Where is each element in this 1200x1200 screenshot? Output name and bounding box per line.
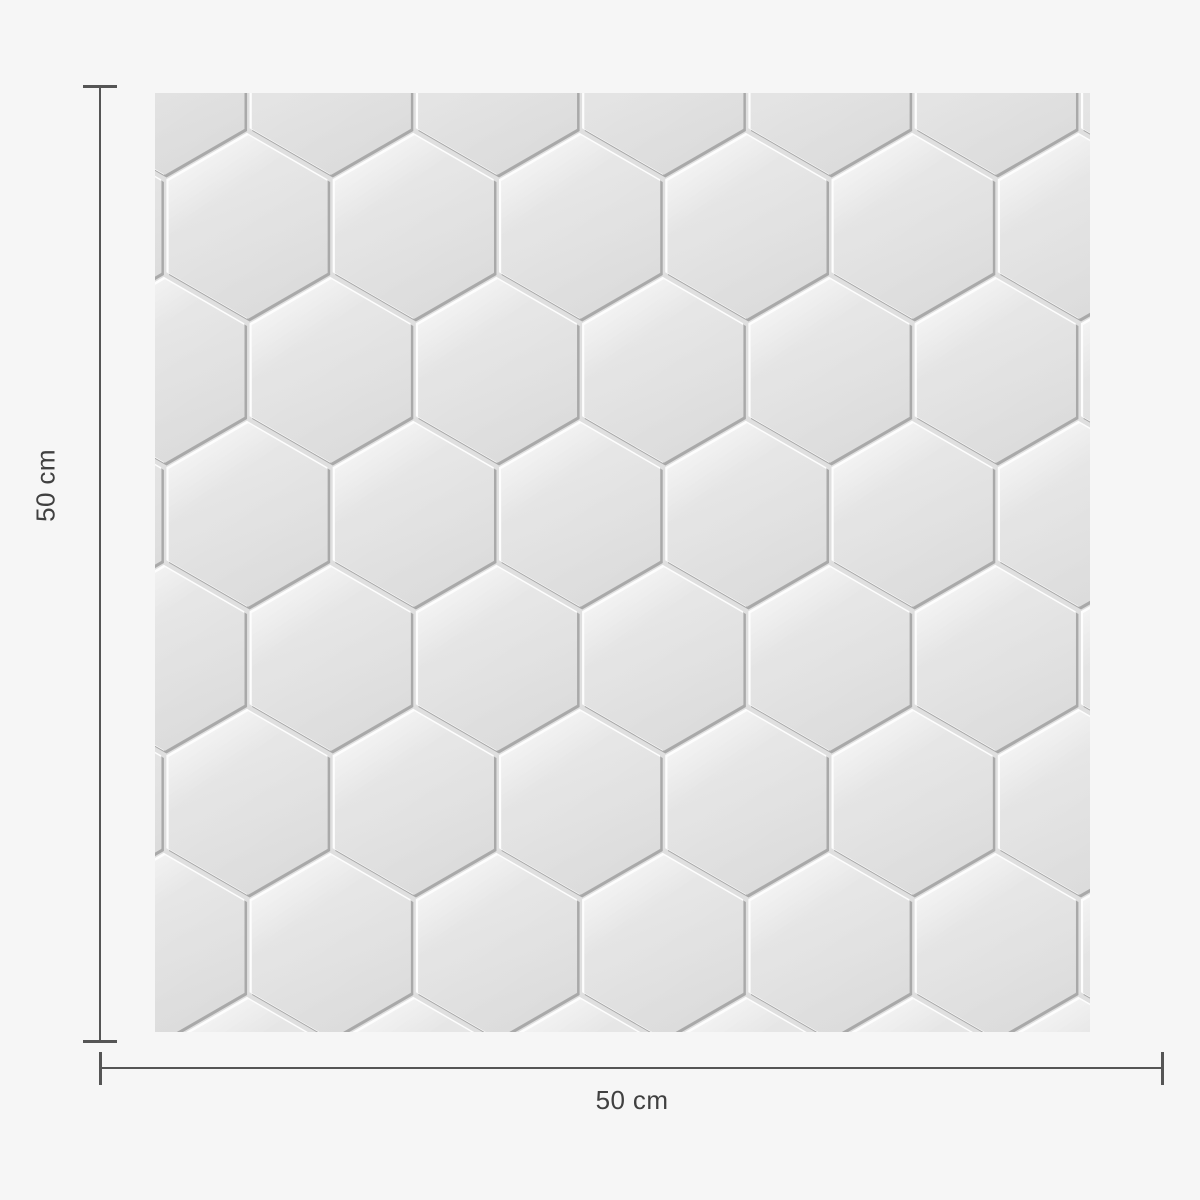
hex-tile-gloss [1000, 423, 1090, 607]
hex-tile-gloss [833, 423, 993, 607]
height-dimension-line [99, 86, 101, 1042]
hex-tile-gloss [833, 711, 993, 895]
hex-tile-gloss [501, 423, 661, 607]
hex-tile-gloss [584, 279, 744, 463]
hex-tile-gloss [334, 135, 494, 319]
hex-tile-gloss [357, 999, 472, 1032]
hex-tile-gloss [916, 855, 1076, 1032]
hex-tile-gloss [750, 855, 910, 1032]
hex-tile-gloss [168, 711, 328, 895]
hex-tile-gloss [418, 855, 578, 1032]
hex-tile-gloss [155, 465, 162, 565]
hex-tile-gloss [523, 999, 638, 1032]
hex-tile-gloss [155, 855, 245, 1032]
hex-tile-gloss [501, 711, 661, 895]
hex-tile-gloss [191, 999, 305, 1032]
hex-tile-gloss [418, 279, 578, 463]
hex-tile-gloss [1083, 897, 1090, 997]
hex-tile-gloss [334, 423, 494, 607]
hex-tile-gloss [251, 93, 411, 175]
hex-tile-gloss [750, 93, 910, 175]
hex-tile-gloss [1000, 135, 1090, 319]
hexagon-pattern-graphic [155, 93, 1090, 1032]
hex-tile-gloss [251, 279, 411, 463]
hex-tile-gloss [418, 93, 578, 175]
hex-tile-gloss [155, 279, 245, 463]
hex-tile-gloss [856, 999, 971, 1032]
hexagon-tile-image [155, 93, 1090, 1032]
hex-tile-gloss [667, 711, 827, 895]
hex-tile-gloss [833, 135, 993, 319]
hex-tile-gloss [1083, 609, 1090, 709]
hex-tile-gloss [168, 423, 328, 607]
hex-tile-gloss [168, 135, 328, 319]
hex-tile-gloss [584, 567, 744, 751]
hex-tile-gloss [501, 135, 661, 319]
hex-tile-gloss [1083, 321, 1090, 421]
hex-tile-gloss [1083, 93, 1090, 133]
height-dimension-cap-top [83, 85, 117, 88]
hex-tile-gloss [1000, 711, 1090, 895]
hex-tile-gloss [334, 711, 494, 895]
hex-tile-gloss [251, 855, 411, 1032]
width-dimension-line [100, 1067, 1164, 1069]
width-dimension-cap-right [1161, 1052, 1164, 1085]
height-dimension-cap-bottom [83, 1040, 117, 1043]
hex-tile-gloss [916, 279, 1076, 463]
hex-tile-gloss [155, 93, 245, 175]
width-dimension-label: 50 cm [595, 1085, 669, 1115]
width-dimension-cap-left [99, 1052, 102, 1085]
hex-tile-gloss [750, 279, 910, 463]
height-dimension-label: 50 cm [30, 449, 61, 522]
hex-tile-gloss [155, 567, 245, 751]
hex-tile-gloss [667, 423, 827, 607]
hex-tile-gloss [916, 93, 1076, 175]
hex-tile-gloss [1022, 999, 1090, 1032]
hex-tile-gloss [418, 567, 578, 751]
hex-tile-gloss [750, 567, 910, 751]
hex-tile-gloss [667, 135, 827, 319]
hex-tile-gloss [251, 567, 411, 751]
hex-tile-gloss [584, 855, 744, 1032]
hex-tile-gloss [155, 177, 162, 277]
hex-tile-gloss [155, 753, 162, 853]
hex-tile-gloss [690, 999, 804, 1032]
hex-tile-gloss [916, 567, 1076, 751]
hex-tile-gloss [584, 93, 744, 175]
